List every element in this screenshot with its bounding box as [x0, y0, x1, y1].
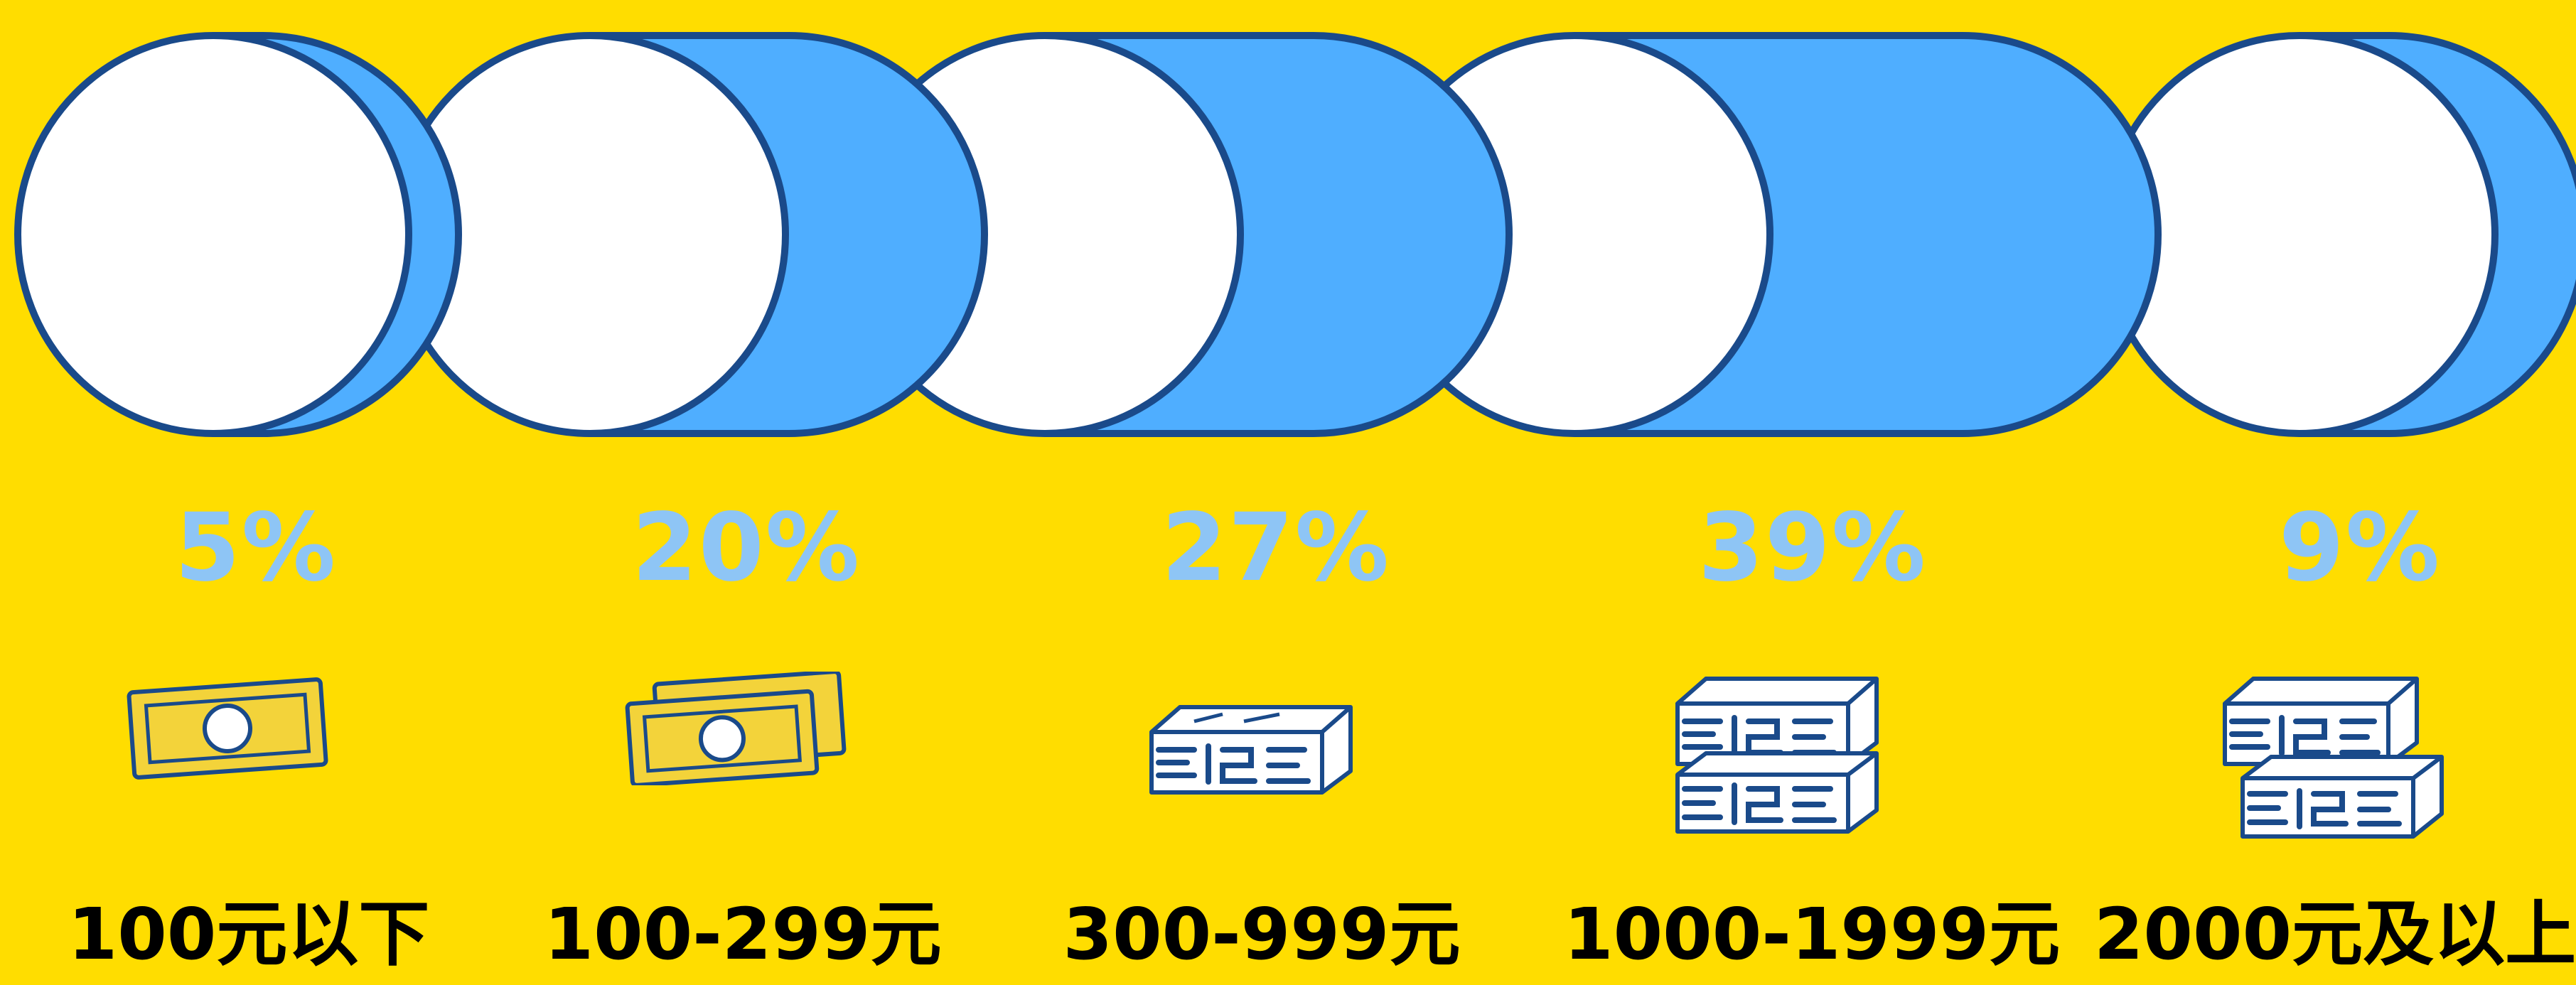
category-label-4: 2000元及以上 [2093, 893, 2576, 976]
cylinder-face-0 [14, 32, 412, 437]
percent-label-4: 9% [2278, 493, 2442, 603]
two-bills-icon [625, 672, 847, 785]
stacked-cash-bundles-icon [2223, 677, 2444, 839]
percent-label-0: 5% [174, 493, 338, 603]
category-label-2: 300-999元 [1063, 893, 1461, 976]
cylinder-bar-4 [2100, 32, 2576, 437]
cash-bundle-icon [1149, 705, 1353, 795]
category-label-0: 100元以下 [68, 893, 430, 976]
category-label-1: 100-299元 [544, 893, 942, 976]
percent-label-2: 27% [1161, 493, 1390, 603]
single-bill-icon [127, 677, 328, 780]
percent-label-1: 20% [632, 493, 861, 603]
cylinder-bar-1 [391, 32, 988, 437]
cylinder-face-4 [2100, 32, 2499, 437]
category-label-3: 1000-1999元 [1564, 893, 2061, 976]
cylinder-bar-0 [14, 32, 462, 437]
percent-label-3: 39% [1698, 493, 1927, 603]
two-cash-bundles-icon [1675, 677, 1879, 834]
